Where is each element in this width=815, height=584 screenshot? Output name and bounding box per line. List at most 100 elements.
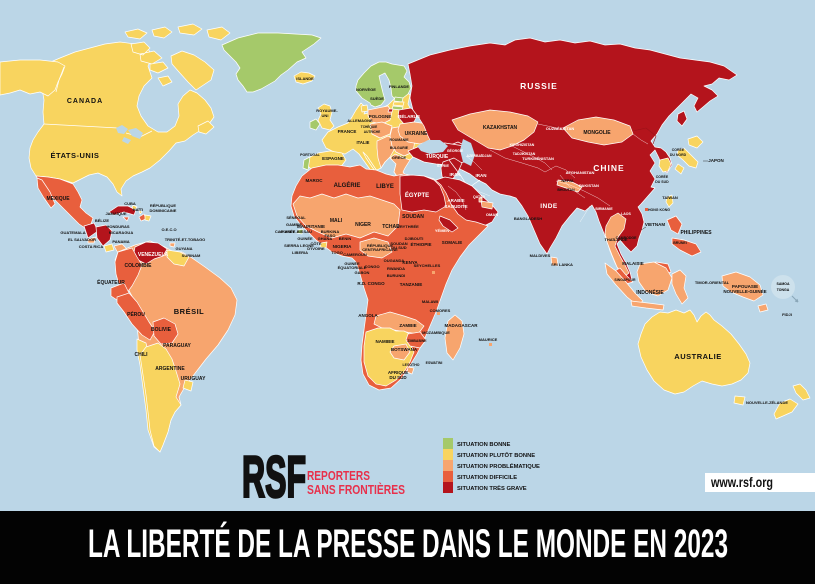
svg-text:ZAMBIE: ZAMBIE [399,323,416,328]
svg-text:RÉPUBLIQUE: RÉPUBLIQUE [367,243,394,248]
svg-text:SITUATION TRÈS GRAVE: SITUATION TRÈS GRAVE [457,484,527,492]
svg-text:GUYANA: GUYANA [176,246,193,251]
svg-text:SANS FRONTIÈRES: SANS FRONTIÈRES [307,482,405,497]
svg-text:GUINÉE: GUINÉE [297,236,313,241]
svg-text:ÉTATS-UNIS: ÉTATS-UNIS [51,151,100,160]
svg-text:NOUVELLE-GUINÉE: NOUVELLE-GUINÉE [723,287,766,294]
svg-text:www.rsf.org: www.rsf.org [710,475,773,490]
svg-text:BRÉSIL: BRÉSIL [174,307,205,316]
svg-text:MAROC: MAROC [306,178,324,183]
svg-text:QATAR: QATAR [473,195,485,199]
svg-text:MAURICE: MAURICE [479,337,498,342]
svg-text:EL SALVADOR: EL SALVADOR [68,237,96,242]
svg-text:BÉLARUS: BÉLARUS [398,112,420,119]
svg-text:AUTRICHE: AUTRICHE [364,130,380,134]
svg-text:GUINÉE-BISSAU: GUINÉE-BISSAU [280,229,312,234]
svg-text:SOMALIE: SOMALIE [442,240,463,245]
svg-text:SÉNÉGAL: SÉNÉGAL [286,215,306,220]
svg-text:OMAN: OMAN [486,212,498,217]
svg-text:CHINE: CHINE [593,163,624,173]
svg-text:BÉLIZE: BÉLIZE [95,218,110,223]
svg-text:POLOGNE: POLOGNE [369,114,392,119]
svg-text:ÉQUATEUR: ÉQUATEUR [97,278,125,286]
svg-text:BURKINA: BURKINA [321,229,340,234]
svg-text:GUATEMALA: GUATEMALA [60,230,85,235]
svg-text:KENYA: KENYA [402,260,418,265]
svg-text:REPORTERS: REPORTERS [307,468,370,483]
svg-text:ROUMANIE: ROUMANIE [389,138,409,142]
svg-text:MALAWI: MALAWI [422,299,438,304]
svg-text:ALGÉRIE: ALGÉRIE [334,181,361,189]
svg-text:ARGENTINE: ARGENTINE [155,366,185,372]
svg-text:HONDURAS: HONDURAS [106,224,129,229]
svg-text:TCHÈQUIE: TCHÈQUIE [361,124,377,129]
svg-text:BURUNDI: BURUNDI [387,273,405,278]
svg-text:SEYCHELLES: SEYCHELLES [414,263,441,268]
svg-text:BRUNEI: BRUNEI [673,241,686,245]
svg-text:MEXIQUE: MEXIQUE [46,196,70,202]
svg-text:DU SUD: DU SUD [389,375,407,380]
svg-text:VENEZUELA: VENEZUELA [138,252,169,258]
svg-text:MOZAMBIQUE: MOZAMBIQUE [422,330,450,335]
svg-text:CAMEROUN: CAMEROUN [343,252,367,257]
svg-text:TIMOR-ORIENTAL: TIMOR-ORIENTAL [695,280,730,285]
svg-text:BOTSWANA: BOTSWANA [391,347,418,352]
svg-text:PORTUGAL: PORTUGAL [300,153,321,157]
svg-text:SYRIE: SYRIE [437,163,449,168]
svg-text:SITUATION PROBLÉMATIQUE: SITUATION PROBLÉMATIQUE [457,462,540,470]
svg-text:RWANDA: RWANDA [387,266,405,271]
svg-text:ESPAGNE: ESPAGNE [322,156,344,161]
svg-text:PÉROU: PÉROU [127,310,145,318]
svg-text:ÉGYPTE: ÉGYPTE [405,191,429,199]
svg-text:ISLANDE: ISLANDE [296,76,314,81]
svg-text:OUZBÉKISTAN: OUZBÉKISTAN [546,126,575,131]
svg-text:TURQUIE: TURQUIE [426,154,449,160]
svg-text:TADJIKISTAN: TADJIKISTAN [513,152,536,156]
svg-text:LA LIBERTÉ DE LA PRESSE DANS L: LA LIBERTÉ DE LA PRESSE DANS LE MONDE EN… [88,521,728,566]
svg-text:AFRIQUE: AFRIQUE [388,370,408,375]
svg-text:SITUATION BONNE: SITUATION BONNE [457,442,510,448]
svg-text:AZERBAÏDJAN: AZERBAÏDJAN [466,154,492,158]
svg-text:PHILIPPINES: PHILIPPINES [680,230,712,236]
svg-text:IRAK: IRAK [450,172,462,177]
svg-text:SINGAPOUR: SINGAPOUR [614,278,636,282]
svg-text:UNI: UNI [322,113,329,118]
svg-text:SURINAM: SURINAM [182,253,201,258]
svg-text:SOUDAN: SOUDAN [390,241,407,246]
svg-text:AUSTRALIE: AUSTRALIE [674,352,721,361]
svg-text:KAZAKHSTAN: KAZAKHSTAN [483,125,518,131]
svg-text:GHANA: GHANA [318,236,333,241]
svg-text:LESOTHO: LESOTHO [403,363,420,367]
svg-text:HAÏTI: HAÏTI [133,207,143,212]
svg-text:SAMOA: SAMOA [776,282,790,286]
svg-text:IRAN: IRAN [476,173,487,178]
svg-text:O.E.C.O: O.E.C.O [161,227,176,232]
svg-text:ARABIE: ARABIE [447,198,464,203]
svg-text:LIBERIA: LIBERIA [292,250,308,255]
svg-text:VIETNAM: VIETNAM [645,222,666,227]
svg-text:COSTA RICA: COSTA RICA [79,244,104,249]
svg-text:INDONÉSIE: INDONÉSIE [636,288,664,296]
svg-text:CORÉE: CORÉE [672,147,685,152]
svg-text:LIBYE: LIBYE [376,184,394,190]
svg-text:OUGANDA: OUGANDA [384,258,405,263]
svg-text:TCHAD: TCHAD [382,224,400,230]
svg-text:PAPOUASIE: PAPOUASIE [732,284,758,289]
svg-text:THAÏLANDE: THAÏLANDE [604,237,627,242]
svg-text:RÉPUBLIQUE: RÉPUBLIQUE [150,203,177,208]
svg-text:MONGOLIE: MONGOLIE [583,130,611,136]
svg-text:UKRAINE: UKRAINE [405,131,428,137]
svg-text:TURKMÉNISTAN: TURKMÉNISTAN [522,156,554,161]
svg-text:BIRMANIE: BIRMANIE [595,207,613,211]
svg-text:TOGO: TOGO [331,250,343,255]
svg-text:HONG KONG: HONG KONG [648,208,670,212]
svg-text:BULGARIE: BULGARIE [390,146,409,150]
svg-text:SAOUDITE: SAOUDITE [444,204,467,209]
svg-text:SIERRA LEONE: SIERRA LEONE [284,243,314,248]
svg-text:CHILI: CHILI [134,352,148,358]
svg-text:MAURITANIE: MAURITANIE [297,224,325,229]
svg-text:MALI: MALI [330,218,343,224]
svg-text:NAMIBIE: NAMIBIE [376,339,395,344]
svg-text:ÉQUATORIALE: ÉQUATORIALE [338,265,367,270]
svg-text:URUGUAY: URUGUAY [181,376,206,382]
